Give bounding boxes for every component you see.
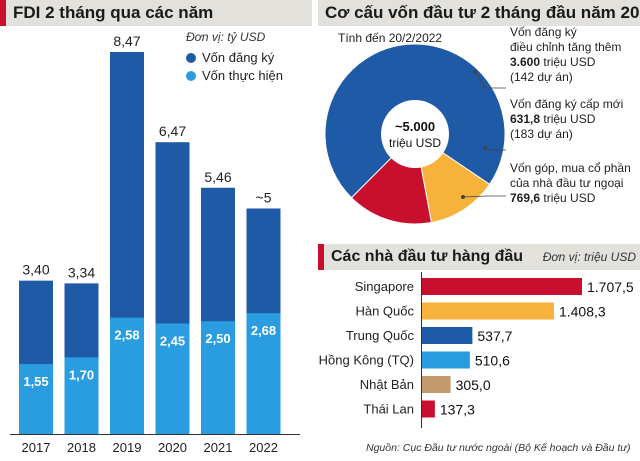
- tick-label-2022: 2022: [249, 440, 278, 455]
- label-realized-2019: 2,58: [114, 328, 139, 343]
- pie-leader-line-1: [474, 71, 506, 89]
- bar-realized-2021: [201, 321, 235, 434]
- bar-realized-2018: [64, 357, 99, 434]
- pie-panel-title-bar: Cơ cấu vốn đầu tư 2 tháng đầu năm 2022: [318, 0, 640, 26]
- label-registered-2017: 3,40: [22, 262, 49, 278]
- investor-value-2: 1.408,3: [559, 304, 606, 320]
- label-registered-2019: 8,47: [113, 33, 140, 49]
- label-realized-2022: 2,68: [251, 323, 276, 338]
- label-realized-2017: 1,55: [23, 374, 48, 389]
- pie-leader-line-3: [462, 195, 506, 198]
- source-note: Nguồn: Cục Đầu tư nước ngoài (Bộ Kế hoạc…: [366, 442, 631, 454]
- pie-center-unit: triệu USD: [389, 136, 441, 150]
- investor-panel-title-bar: Các nhà đầu tư hàng đầu Đơn vị: triệu US…: [318, 244, 640, 270]
- legend-realized-swatch: [186, 70, 196, 81]
- bar-panel-title: FDI 2 tháng qua các năm: [13, 3, 214, 22]
- legend-realized: Vốn thực hiện: [186, 68, 283, 83]
- legend-registered: Vốn đăng ký: [186, 50, 274, 65]
- investor-name-2: Hàn Quốc: [355, 304, 414, 319]
- pie-note-value-3: 769,6 triệu USD: [510, 191, 596, 205]
- pie-leader-dot-1: [473, 70, 477, 74]
- label-registered-2020: 6,47: [159, 123, 186, 139]
- tick-label-2021: 2021: [204, 440, 233, 455]
- investor-bar-6: [422, 400, 435, 418]
- pie-center-value: ~5.000: [395, 119, 435, 134]
- investor-bar-3: [422, 327, 473, 344]
- pie-leader-dot-3: [461, 195, 465, 199]
- pie-note-text-3: Vốn góp, mua cổ phần: [510, 161, 631, 175]
- bar-realized-2019: [110, 317, 144, 434]
- pie-note-text-1: Vốn đăng ký: [510, 25, 577, 39]
- investor-value-5: 305,0: [456, 377, 491, 393]
- label-realized-2021: 2,50: [205, 331, 230, 346]
- fdi-bar-chart: 3,40 1,55 2017 3,34 1,70 2018 8,47 2,58 2019 6,47…: [10, 33, 300, 455]
- capital-structure-pie: ~5.000 triệu USD Tính đến 20/2/2022 Vốn đăn…: [324, 25, 631, 225]
- investor-value-1: 1.707,5: [587, 279, 634, 295]
- pie-note-count-1: (142 dự án): [510, 70, 573, 84]
- bar-panel-unit: Đơn vị: tỷ USD: [186, 30, 266, 44]
- investor-value-6: 137,3: [440, 402, 475, 418]
- pie-note-text-1: điều chỉnh tăng thêm: [510, 40, 621, 54]
- bar-realized-2017: [19, 364, 53, 434]
- investor-value-3: 537,7: [477, 328, 512, 344]
- label-registered-2022: ~5: [256, 189, 272, 205]
- pie-note-value-2: 631,8 triệu USD: [510, 112, 596, 126]
- pie-center-hole: [381, 100, 449, 168]
- legend-registered-swatch: [186, 52, 196, 63]
- label-registered-2021: 5,46: [204, 169, 231, 185]
- tick-label-2018: 2018: [67, 440, 96, 455]
- investor-name-1: Singapore: [355, 279, 414, 294]
- tick-label-2017: 2017: [22, 440, 51, 455]
- tick-label-2020: 2020: [158, 440, 187, 455]
- investor-name-6: Thái Lan: [363, 402, 414, 417]
- legend-realized-label: Vốn thực hiện: [202, 68, 283, 83]
- bar-panel-title-bar: FDI 2 tháng qua các năm: [0, 0, 312, 26]
- pie-note-text-2: Vốn đăng ký cấp mới: [510, 97, 623, 111]
- bar-realized-2020: [155, 323, 190, 434]
- pie-leader-dot-2: [483, 146, 487, 150]
- tick-label-2019: 2019: [113, 440, 142, 455]
- investor-bar-4: [422, 351, 470, 369]
- top-investors-bar-chart: Singapore 1.707,5 Hàn Quốc 1.408,3 Trung Quố…: [319, 272, 634, 428]
- label-realized-2020: 2,45: [160, 334, 185, 349]
- pie-panel-title: Cơ cấu vốn đầu tư 2 tháng đầu năm 2022: [325, 3, 640, 22]
- label-registered-2018: 3,34: [68, 264, 95, 280]
- investor-name-5: Nhật Bản: [360, 377, 414, 392]
- pie-note-value-1: 3.600 triệu USD: [510, 55, 596, 69]
- investor-bar-2: [422, 302, 554, 320]
- investor-name-3: Trung Quốc: [346, 328, 415, 343]
- bar-realized-2022: [246, 313, 281, 434]
- pie-note-count-2: (183 dự án): [510, 127, 573, 141]
- label-realized-2018: 1,70: [69, 367, 94, 382]
- title-accent: [0, 0, 6, 26]
- pie-note-text-3: của nhà đầu tư ngoại: [510, 176, 623, 190]
- investor-value-4: 510,6: [475, 353, 510, 369]
- investor-bar-5: [422, 376, 451, 393]
- investor-bar-1: [422, 278, 582, 295]
- pie-as-of-date: Tính đến 20/2/2022: [338, 31, 442, 45]
- legend-registered-label: Vốn đăng ký: [202, 50, 275, 65]
- investor-panel-unit: Đơn vị: triệu USD: [542, 250, 636, 264]
- investor-panel-title: Các nhà đầu tư hàng đầu: [331, 248, 524, 265]
- investor-name-4: Hồng Kông (TQ): [319, 353, 414, 368]
- title-accent: [318, 244, 324, 270]
